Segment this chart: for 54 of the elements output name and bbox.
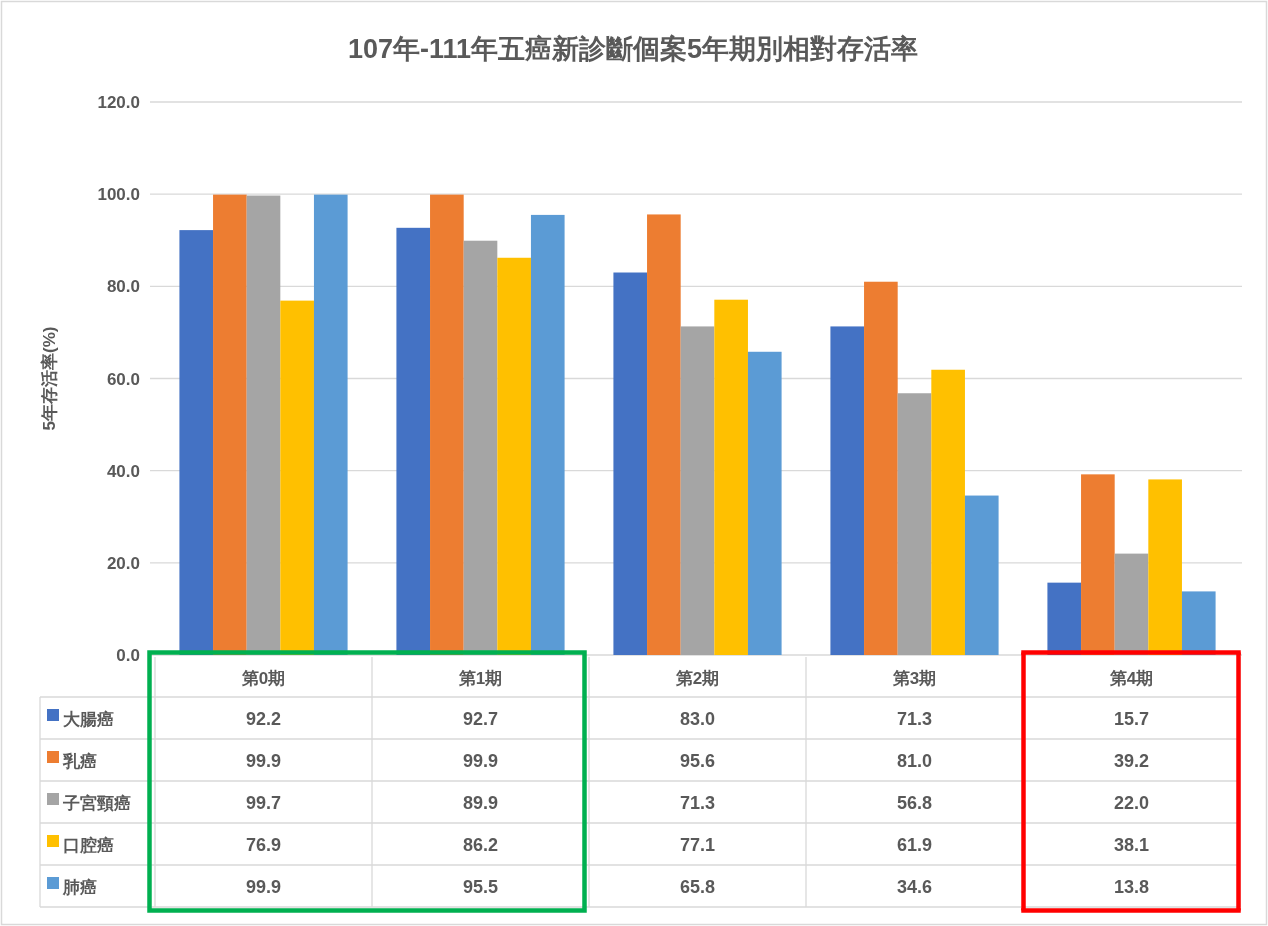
x-tick-label: 第4期	[1108, 669, 1154, 688]
y-tick-label: 40.0	[106, 461, 140, 481]
data-label: 56.8	[896, 793, 933, 813]
data-label: 71.3	[896, 709, 933, 729]
data-label: 13.8	[1113, 877, 1150, 897]
bar	[680, 326, 715, 655]
y-tick-label: 120.0	[97, 93, 140, 112]
data-label: 77.1	[679, 835, 716, 855]
legend-label: 肺癌	[62, 878, 97, 897]
data-label: 95.6	[679, 751, 716, 771]
x-tick-label: 第0期	[240, 669, 286, 688]
y-tick-label: 80.0	[106, 277, 140, 297]
bar	[714, 299, 748, 655]
data-label: 61.9	[896, 835, 933, 855]
bar	[613, 272, 648, 655]
bar	[647, 214, 681, 655]
x-tick-label: 第2期	[674, 669, 720, 688]
y-tick-label: 60.0	[106, 369, 140, 389]
data-label: 22.0	[1113, 793, 1150, 813]
data-label: 89.9	[462, 793, 499, 813]
y-tick-label: 20.0	[106, 553, 140, 573]
data-label: 81.0	[896, 751, 933, 771]
y-tick-label: 0.0	[116, 646, 140, 665]
data-label: 76.9	[245, 835, 282, 855]
bar	[964, 495, 999, 655]
data-label: 38.1	[1113, 835, 1150, 855]
data-label: 95.5	[462, 877, 499, 897]
bar	[864, 281, 898, 655]
y-tick-label: 100.0	[97, 185, 140, 205]
legend-label: 乳癌	[62, 752, 97, 771]
data-label: 39.2	[1113, 751, 1150, 771]
data-label: 34.6	[896, 877, 933, 897]
data-label: 99.7	[245, 793, 282, 813]
title: 107年-111年五癌新診斷個案5年期別相對存活率	[347, 34, 919, 64]
bar	[747, 351, 782, 655]
bar	[830, 326, 865, 655]
ylabel: 5年存活率(%)	[40, 326, 59, 431]
data-label: 83.0	[679, 709, 716, 729]
data-label: 71.3	[679, 793, 716, 813]
legend-label: 子宮頸癌	[62, 794, 131, 813]
data-label: 86.2	[462, 835, 499, 855]
data-label: 99.9	[245, 877, 282, 897]
legend-label: 口腔癌	[63, 836, 114, 855]
legend-label: 大腸癌	[63, 710, 114, 729]
data-label: 65.8	[679, 877, 716, 897]
data-label: 92.2	[245, 709, 282, 729]
x-tick-label: 第3期	[891, 669, 937, 688]
bar	[897, 393, 932, 655]
data-label: 99.9	[245, 751, 282, 771]
data-label: 92.7	[462, 709, 499, 729]
x-tick-label: 第1期	[457, 669, 503, 688]
data-label: 15.7	[1113, 709, 1150, 729]
bar	[931, 369, 965, 655]
data-label: 99.9	[462, 751, 499, 771]
